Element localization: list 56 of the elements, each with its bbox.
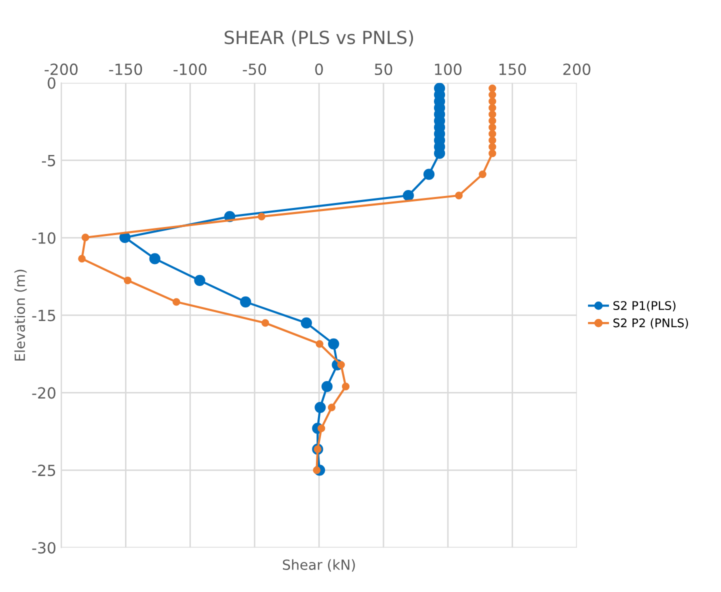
point <box>314 402 326 413</box>
point <box>328 338 340 350</box>
y-axis-title: Elevation (m) <box>14 270 27 361</box>
point <box>488 150 496 158</box>
chart-title: SHEAR (PLS vs PNLS) <box>224 30 414 46</box>
x-tick-label: 50 <box>374 64 392 76</box>
point <box>488 84 496 92</box>
point <box>149 253 160 264</box>
legend-label: S2 P1(PLS) <box>613 300 676 312</box>
x-tick-label: -150 <box>109 64 142 76</box>
x-tick-label: -200 <box>44 64 78 76</box>
y-tick-label: -20 <box>32 387 56 399</box>
point <box>488 110 496 118</box>
point <box>455 192 463 200</box>
point <box>124 276 132 284</box>
x-tick-label: 100 <box>435 64 462 76</box>
y-tick-label: 0 <box>48 77 56 89</box>
point <box>488 143 496 151</box>
point <box>488 104 496 112</box>
point <box>82 234 90 242</box>
point <box>300 317 312 329</box>
y-tick-label: -25 <box>32 464 56 476</box>
point <box>402 190 414 202</box>
point <box>258 212 266 220</box>
point <box>194 274 206 286</box>
x-tick-label: 0 <box>315 64 323 76</box>
point <box>488 124 496 132</box>
point <box>488 117 496 125</box>
y-tick-label: -5 <box>42 155 56 166</box>
point <box>240 296 252 308</box>
point <box>318 424 326 432</box>
point <box>342 382 350 390</box>
point <box>328 404 336 412</box>
point <box>261 319 270 327</box>
y-tick-label: -30 <box>32 542 56 554</box>
point <box>488 97 496 106</box>
point <box>478 170 486 178</box>
point <box>78 254 86 263</box>
point <box>321 380 333 392</box>
point <box>316 340 324 348</box>
point <box>488 130 496 138</box>
point <box>488 90 496 99</box>
x-tick-label: -50 <box>242 64 266 76</box>
y-tick-label: -10 <box>32 232 56 244</box>
x-tick-label: 200 <box>563 64 590 76</box>
point <box>423 168 435 180</box>
x-axis-title: Shear (kN) <box>282 559 355 572</box>
point <box>312 466 321 474</box>
x-tick-label: -100 <box>174 64 206 76</box>
y-tick-label: -15 <box>32 310 56 322</box>
point <box>337 360 345 369</box>
x-tick-label: 150 <box>499 64 526 76</box>
point <box>172 298 180 306</box>
legend-label: S2 P2 (PNLS) <box>613 318 688 329</box>
point <box>119 232 131 244</box>
point <box>488 136 496 144</box>
